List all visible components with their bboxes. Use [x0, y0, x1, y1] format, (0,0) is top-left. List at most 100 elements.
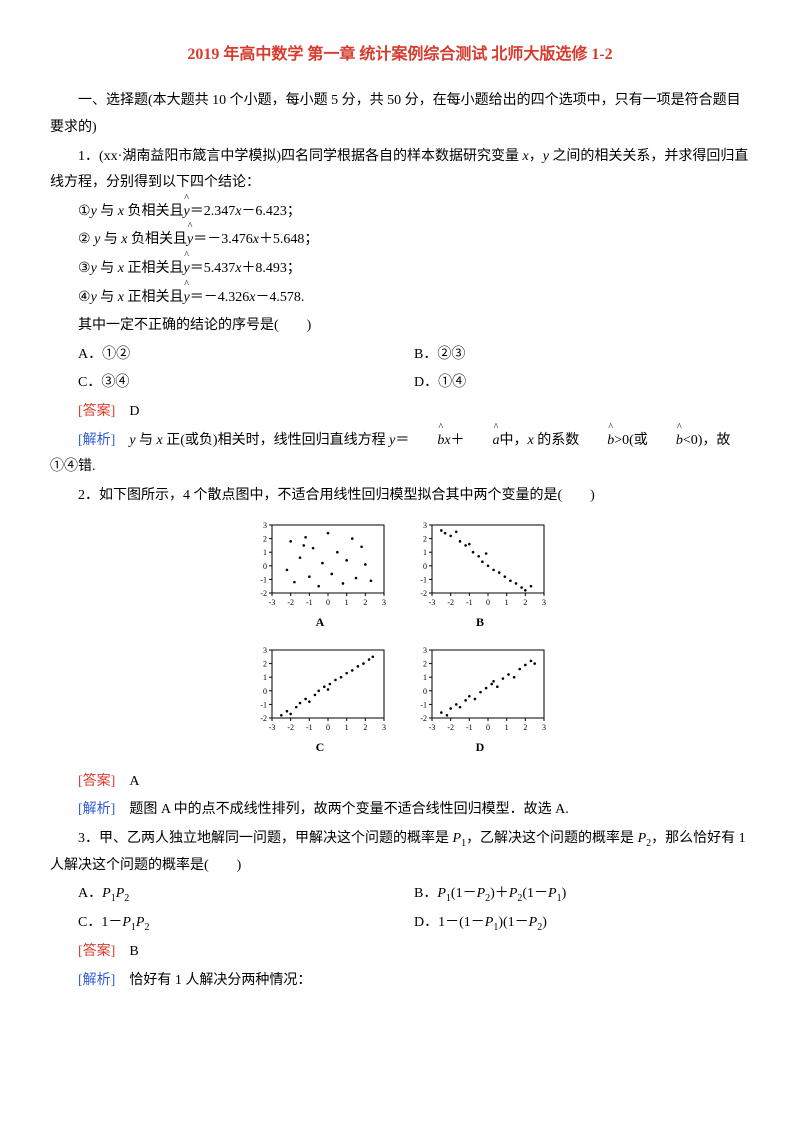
- chart-b: -3-2-10123-2-10123B: [410, 519, 550, 634]
- var: P: [548, 886, 557, 901]
- svg-text:1: 1: [263, 548, 267, 557]
- text: (1－: [451, 886, 477, 901]
- chart-label: D: [410, 736, 550, 759]
- page-title: 2019 年高中数学 第一章 统计案例综合测试 北师大版选修 1-2: [50, 40, 750, 70]
- svg-text:3: 3: [423, 646, 427, 655]
- text: 1．(xx·湖南益阳市箴言中学模拟)四名同学根据各自的样本数据研究变量: [78, 149, 523, 164]
- option-a: A．①②: [78, 342, 414, 369]
- explain-label: [解析]: [78, 973, 115, 988]
- q3-options-row1: A．P1P2 B．P1(1－P2)＋P2(1－P1): [50, 881, 750, 908]
- svg-text:1: 1: [505, 723, 509, 732]
- text: ＋: [451, 433, 465, 448]
- explain-label: [解析]: [78, 802, 115, 817]
- b-hat: b: [579, 428, 614, 455]
- svg-text:-1: -1: [260, 700, 267, 709]
- text: ＋8.493；: [241, 261, 301, 276]
- text: 与: [100, 232, 121, 247]
- scatter-charts: -3-2-10123-2-10123A -3-2-10123-2-10123B …: [240, 519, 560, 759]
- q2-stem: 2．如下图所示，4 个散点图中，不适合用线性回归模型拟合其中两个变量的是( ): [50, 483, 750, 510]
- text: )＋: [490, 886, 509, 901]
- svg-text:-3: -3: [269, 723, 276, 732]
- b-hat: b: [409, 428, 444, 455]
- svg-text:2: 2: [423, 660, 427, 669]
- q1-line3: ③y 与 x 正相关且y＝5.437x＋8.493；: [50, 256, 750, 283]
- svg-text:1: 1: [423, 673, 427, 682]
- svg-text:2: 2: [263, 660, 267, 669]
- answer-label: [答案]: [78, 404, 115, 419]
- answer-label: [答案]: [78, 774, 115, 789]
- answer-value: D: [115, 404, 139, 419]
- text: ＝－4.326: [190, 290, 250, 305]
- text: C．1－: [78, 915, 122, 930]
- svg-text:-1: -1: [466, 723, 473, 732]
- svg-text:0: 0: [486, 598, 490, 607]
- b-hat: b: [648, 428, 683, 455]
- chart-d: -3-2-10123-2-10123D: [410, 644, 550, 759]
- text: 与: [136, 433, 157, 448]
- q2-explain: [解析] 题图 A 中的点不成线性排列，故两个变量不适合线性回归模型．故选 A.: [50, 797, 750, 824]
- svg-text:2: 2: [423, 535, 427, 544]
- var: P: [437, 886, 446, 901]
- svg-text:-2: -2: [420, 589, 427, 598]
- option-a: A．P1P2: [78, 881, 414, 908]
- text: 3．甲、乙两人独立地解同一问题，甲解决这个问题的概率是: [78, 831, 453, 846]
- svg-text:2: 2: [363, 723, 367, 732]
- q1-explain: [解析] y 与 x 正(或负)相关时，线性回归直线方程 y＝bx＋a中，x 的…: [50, 428, 750, 481]
- var: P: [102, 886, 111, 901]
- svg-text:-3: -3: [429, 598, 436, 607]
- q1-line1: ①y 与 x 负相关且y＝2.347x－6.423；: [50, 199, 750, 226]
- svg-text:-2: -2: [447, 598, 454, 607]
- text: －4.578.: [255, 290, 304, 305]
- text: (1－: [522, 886, 548, 901]
- text: A．: [78, 886, 102, 901]
- svg-text:0: 0: [263, 687, 267, 696]
- svg-text:-3: -3: [269, 598, 276, 607]
- answer-label: [答案]: [78, 944, 115, 959]
- svg-text:1: 1: [505, 598, 509, 607]
- text: ): [562, 886, 567, 901]
- chart-label: C: [250, 736, 390, 759]
- text: [115, 433, 129, 448]
- svg-text:-1: -1: [306, 723, 313, 732]
- text: 与: [97, 261, 118, 276]
- y-hat: y: [184, 285, 190, 312]
- text: 的系数: [534, 433, 580, 448]
- svg-text:-1: -1: [420, 576, 427, 585]
- svg-text:-3: -3: [429, 723, 436, 732]
- chart-c: -3-2-10123-2-10123C: [250, 644, 390, 759]
- chart-label: B: [410, 611, 550, 634]
- svg-text:0: 0: [423, 562, 427, 571]
- option-b: B．P1(1－P2)＋P2(1－P1): [414, 881, 750, 908]
- svg-text:-2: -2: [447, 723, 454, 732]
- svg-text:3: 3: [382, 598, 386, 607]
- svg-text:1: 1: [423, 548, 427, 557]
- text: ，: [529, 149, 543, 164]
- sub: 2: [124, 893, 129, 904]
- svg-text:-2: -2: [260, 589, 267, 598]
- q2-answer: [答案] A: [50, 769, 750, 796]
- text: 中，: [500, 433, 528, 448]
- svg-text:-2: -2: [260, 714, 267, 723]
- text: D．1－(1－: [414, 915, 485, 930]
- text: －6.423；: [241, 204, 301, 219]
- q1-line2: ② y 与 x 负相关且y＝－3.476x＋5.648；: [50, 227, 750, 254]
- svg-text:3: 3: [542, 723, 546, 732]
- option-b: B．②③: [414, 342, 750, 369]
- svg-text:-1: -1: [260, 576, 267, 585]
- svg-text:3: 3: [263, 646, 267, 655]
- text: 正相关且: [124, 261, 184, 276]
- q1-options-row1: A．①② B．②③: [50, 342, 750, 369]
- sub: 2: [144, 922, 149, 933]
- text: ＝2.347: [190, 204, 236, 219]
- option-c: C．③④: [78, 370, 414, 397]
- svg-text:3: 3: [263, 521, 267, 530]
- svg-text:3: 3: [542, 598, 546, 607]
- svg-text:-2: -2: [287, 598, 294, 607]
- svg-text:3: 3: [382, 723, 386, 732]
- svg-text:-1: -1: [420, 700, 427, 709]
- text: ): [542, 915, 547, 930]
- answer-value: B: [115, 944, 138, 959]
- text: ④: [78, 290, 91, 305]
- svg-text:-1: -1: [466, 598, 473, 607]
- q1-options-row2: C．③④ D．①④: [50, 370, 750, 397]
